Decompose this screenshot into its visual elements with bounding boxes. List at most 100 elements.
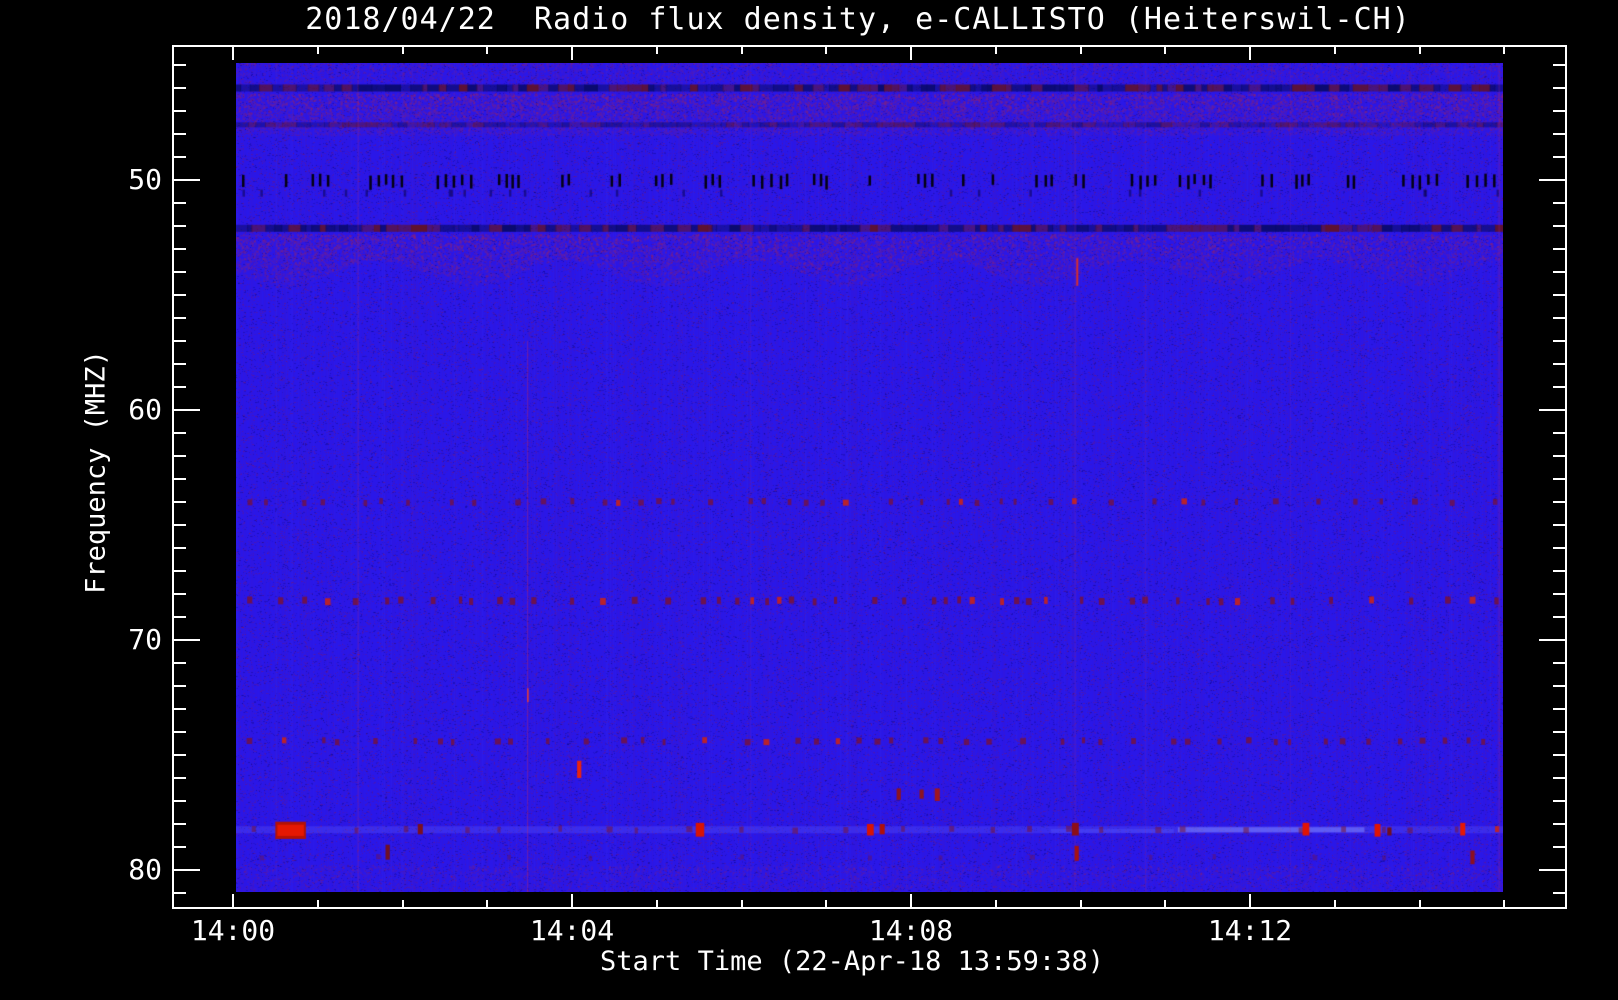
y-minor-tick-right (1553, 823, 1567, 825)
y-tick-label: 80 (128, 853, 162, 886)
x-minor-tick-bottom (1334, 900, 1336, 909)
y-minor-tick-right (1553, 892, 1567, 894)
x-minor-tick-top (995, 45, 997, 54)
y-minor-tick-left (172, 432, 186, 434)
y-tick-label: 60 (128, 393, 162, 426)
y-minor-tick-right (1553, 777, 1567, 779)
y-minor-tick-right (1553, 616, 1567, 618)
x-major-tick-top (232, 45, 234, 60)
x-minor-tick-bottom (995, 900, 997, 909)
y-minor-tick-left (172, 731, 186, 733)
y-major-tick-right (1539, 639, 1567, 641)
x-minor-tick-bottom (1503, 900, 1505, 909)
page-title: 2018/04/22 Radio flux density, e-CALLIST… (305, 2, 1411, 37)
y-minor-tick-right (1553, 455, 1567, 457)
x-minor-tick-top (825, 45, 827, 54)
y-minor-tick-right (1553, 846, 1567, 848)
y-minor-tick-right (1553, 133, 1567, 135)
y-minor-tick-left (172, 570, 186, 572)
y-minor-tick-right (1553, 432, 1567, 434)
x-minor-tick-top (317, 45, 319, 54)
y-minor-tick-right (1553, 386, 1567, 388)
y-minor-tick-right (1553, 524, 1567, 526)
y-minor-tick-right (1553, 340, 1567, 342)
x-major-tick-bottom (232, 894, 234, 909)
y-minor-tick-left (172, 478, 186, 480)
y-minor-tick-left (172, 248, 186, 250)
x-minor-tick-top (1503, 45, 1505, 54)
x-minor-tick-bottom (656, 900, 658, 909)
y-minor-tick-right (1553, 87, 1567, 89)
y-minor-tick-left (172, 87, 186, 89)
y-minor-tick-right (1553, 317, 1567, 319)
y-major-tick-right (1539, 869, 1567, 871)
y-minor-tick-left (172, 616, 186, 618)
y-minor-tick-left (172, 662, 186, 664)
x-major-tick-top (571, 45, 573, 60)
y-axis-title: Frequency (MHZ) (80, 350, 112, 594)
x-minor-tick-bottom (825, 900, 827, 909)
x-major-tick-top (1249, 45, 1251, 60)
y-minor-tick-right (1553, 110, 1567, 112)
x-minor-tick-top (1334, 45, 1336, 54)
y-minor-tick-right (1553, 478, 1567, 480)
y-minor-tick-right (1553, 570, 1567, 572)
y-minor-tick-right (1553, 800, 1567, 802)
x-tick-label: 14:00 (190, 914, 276, 947)
y-minor-tick-left (172, 225, 186, 227)
y-minor-tick-right (1553, 156, 1567, 158)
y-minor-tick-left (172, 133, 186, 135)
y-minor-tick-left (172, 547, 186, 549)
y-minor-tick-right (1553, 501, 1567, 503)
y-major-tick-left (172, 179, 200, 181)
y-minor-tick-right (1553, 547, 1567, 549)
spectrogram-image (236, 63, 1503, 892)
y-tick-label: 70 (128, 623, 162, 656)
y-minor-tick-left (172, 800, 186, 802)
y-minor-tick-left (172, 593, 186, 595)
y-minor-tick-right (1553, 64, 1567, 66)
y-minor-tick-right (1553, 225, 1567, 227)
y-major-tick-left (172, 869, 200, 871)
y-minor-tick-left (172, 294, 186, 296)
x-major-tick-bottom (910, 894, 912, 909)
y-minor-tick-left (172, 892, 186, 894)
x-tick-label: 14:12 (1207, 914, 1293, 947)
x-minor-tick-bottom (1080, 900, 1082, 909)
y-minor-tick-left (172, 823, 186, 825)
y-minor-tick-left (172, 156, 186, 158)
x-minor-tick-top (741, 45, 743, 54)
y-minor-tick-right (1553, 271, 1567, 273)
y-minor-tick-right (1553, 685, 1567, 687)
x-tick-label: 14:08 (868, 914, 954, 947)
y-minor-tick-left (172, 64, 186, 66)
y-minor-tick-left (172, 386, 186, 388)
x-axis-title: Start Time (22-Apr-18 13:59:38) (600, 946, 1104, 977)
y-minor-tick-left (172, 685, 186, 687)
y-minor-tick-right (1553, 708, 1567, 710)
x-minor-tick-bottom (317, 900, 319, 909)
x-minor-tick-top (486, 45, 488, 54)
y-minor-tick-left (172, 846, 186, 848)
y-minor-tick-left (172, 340, 186, 342)
y-minor-tick-left (172, 317, 186, 319)
x-minor-tick-bottom (741, 900, 743, 909)
y-minor-tick-right (1553, 731, 1567, 733)
x-major-tick-bottom (571, 894, 573, 909)
y-minor-tick-left (172, 708, 186, 710)
y-tick-label: 50 (128, 163, 162, 196)
x-minor-tick-bottom (1164, 900, 1166, 909)
y-major-tick-left (172, 409, 200, 411)
y-minor-tick-left (172, 271, 186, 273)
y-major-tick-right (1539, 179, 1567, 181)
y-minor-tick-right (1553, 662, 1567, 664)
y-minor-tick-right (1553, 754, 1567, 756)
y-minor-tick-right (1553, 593, 1567, 595)
y-minor-tick-right (1553, 363, 1567, 365)
y-minor-tick-left (172, 501, 186, 503)
y-minor-tick-right (1553, 202, 1567, 204)
x-minor-tick-bottom (402, 900, 404, 909)
x-minor-tick-top (1080, 45, 1082, 54)
x-minor-tick-top (1419, 45, 1421, 54)
